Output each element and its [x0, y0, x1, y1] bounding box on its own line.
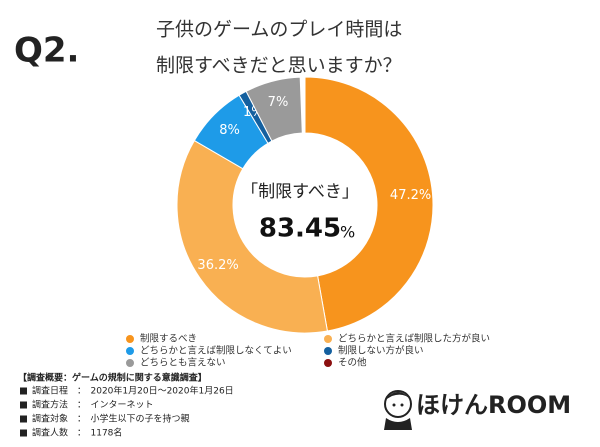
value-label: 47.2%	[390, 188, 431, 203]
legend-swatch	[324, 335, 332, 343]
value-label: 36.2%	[197, 258, 238, 273]
logo-text: ほけんROOM	[416, 391, 571, 419]
value-label: 8%	[219, 123, 240, 138]
legend-label: どちらかと言えば制限しなくてよい	[140, 345, 292, 357]
donut-slice	[176, 139, 328, 334]
survey-row: 調査日程 ： 2020年1月20日～2020年1月26日	[32, 385, 234, 397]
legend-swatch	[126, 347, 134, 355]
bullet	[20, 387, 27, 395]
center-value: 83.45	[259, 214, 341, 244]
legend-swatch	[126, 335, 134, 343]
survey-row: 調査対象 ： 小学生以下の子を持つ親	[32, 413, 190, 425]
survey-row: 調査人数 ： 1178名	[32, 427, 122, 439]
legend-label: どちらかと言えば制限した方が良い	[338, 333, 490, 345]
center-label: 「制限すべき」	[241, 182, 359, 202]
survey-row: 調査方法 ： インターネット	[32, 399, 154, 411]
title-line: 制限すべきだと思いますか？	[156, 55, 402, 77]
heading: Q2.	[14, 31, 79, 71]
legend-swatch	[126, 359, 134, 367]
donut-slice	[245, 76, 303, 142]
logo-icon	[384, 390, 412, 430]
bullet	[20, 415, 27, 423]
value-label: 7%	[268, 95, 289, 110]
legend-swatch	[324, 347, 332, 355]
bullet	[20, 401, 27, 409]
center-unit: %	[340, 223, 355, 242]
donut-slice	[304, 76, 434, 332]
legend-label: その他	[338, 357, 367, 369]
legend-label: 制限するべき	[140, 333, 197, 345]
legend-label: どちらとも言えない	[140, 357, 226, 369]
survey-header: 【調査概要：ゲームの規制に関する意識調査】	[18, 372, 207, 384]
legend-label: 制限しない方が良い	[338, 345, 424, 357]
title-line: 子供のゲームのプレイ時間は	[156, 19, 402, 41]
bullet	[20, 429, 27, 437]
legend-swatch	[324, 359, 332, 367]
